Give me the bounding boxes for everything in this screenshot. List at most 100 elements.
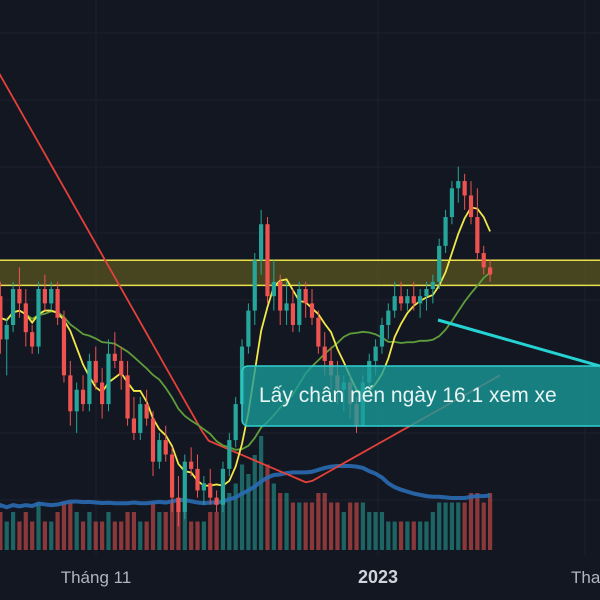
candle	[456, 166, 461, 203]
volume-bar	[68, 502, 73, 550]
volume-bar	[233, 483, 238, 550]
volume-bar	[214, 512, 219, 550]
candle-body	[163, 440, 168, 455]
volume-bar	[360, 502, 365, 550]
candle-body	[182, 461, 187, 513]
candle	[10, 281, 16, 333]
volume-bar	[119, 521, 124, 550]
candle	[182, 454, 187, 520]
candle-body	[418, 296, 423, 304]
candle	[271, 260, 276, 311]
volume-bar	[405, 521, 410, 550]
candle	[309, 289, 315, 325]
volume-bar	[278, 493, 283, 550]
candle-body	[157, 440, 162, 462]
volume-bar	[481, 502, 486, 550]
candle-body	[475, 217, 480, 254]
volume-bar	[220, 502, 226, 550]
candle-body	[125, 375, 130, 419]
candle-body	[49, 289, 54, 304]
candle-body	[297, 289, 302, 325]
candle-body	[481, 253, 486, 268]
candle-body	[30, 332, 35, 347]
candle-body	[169, 454, 175, 498]
candle-body	[119, 360, 124, 376]
ma-mid-line	[0, 271, 491, 451]
x-tick-label-next: Tha	[571, 568, 600, 587]
volume-bar	[169, 502, 175, 550]
candle-body	[36, 289, 41, 347]
volume-bar	[23, 512, 28, 550]
volume-bar	[61, 502, 67, 550]
volume-bar	[106, 512, 111, 550]
candle	[214, 490, 219, 513]
candle	[449, 181, 455, 225]
volume-moving-average	[0, 463, 491, 510]
candle	[220, 461, 226, 513]
candle	[303, 281, 308, 318]
candle-body	[23, 303, 28, 333]
candle-body	[0, 296, 3, 340]
volume-bar	[87, 512, 92, 550]
candle	[106, 339, 111, 412]
volume-bar	[373, 512, 378, 550]
candle-body	[68, 375, 73, 412]
candle	[290, 289, 296, 333]
candle	[386, 303, 391, 340]
volume-bar	[335, 502, 340, 550]
candle-body	[462, 181, 467, 196]
candle-body	[252, 260, 257, 311]
candle	[443, 209, 448, 254]
candle-body	[487, 267, 493, 275]
volume-bar	[322, 493, 327, 550]
candle	[144, 389, 149, 426]
candle-body	[144, 404, 149, 419]
candle	[437, 238, 442, 289]
volume-bar	[379, 512, 385, 550]
volume-bar	[189, 521, 194, 550]
candle	[259, 209, 264, 275]
volume-bar	[112, 521, 117, 550]
volume-bar	[227, 493, 232, 550]
volume-bar	[303, 502, 308, 550]
volume-bar	[208, 512, 213, 550]
candle-body	[430, 281, 435, 289]
candle	[0, 281, 3, 354]
candle-body	[322, 346, 327, 361]
candle-body	[112, 353, 117, 361]
candle-body	[424, 289, 429, 297]
candle	[379, 317, 385, 354]
volume-bar	[284, 493, 289, 550]
volume-bar	[144, 521, 149, 550]
volume-bar	[271, 483, 276, 550]
candle-body	[87, 360, 92, 405]
volume-bar	[36, 502, 41, 550]
support-zone	[0, 259, 600, 287]
volume-bar	[411, 521, 416, 550]
annotation-box[interactable]	[241, 365, 600, 427]
volume-bar	[386, 521, 391, 550]
candle	[93, 346, 98, 390]
candle	[411, 281, 416, 311]
volume-bar	[17, 521, 22, 550]
volume-bar	[195, 521, 200, 550]
candle	[201, 476, 206, 505]
volume-bar	[80, 521, 86, 550]
volume-bar	[468, 493, 474, 550]
candle	[208, 468, 213, 505]
annotation: Lấy chân nến ngày 16.1 xem xe	[241, 318, 600, 427]
candle	[227, 432, 232, 477]
candle-body	[386, 310, 391, 325]
candle	[163, 425, 168, 462]
candle	[284, 281, 289, 325]
candle-body	[10, 289, 16, 325]
volume-bar	[246, 474, 251, 550]
candle	[68, 360, 73, 426]
candle-body	[220, 468, 226, 505]
volume-bar	[341, 512, 346, 550]
candle	[278, 274, 283, 325]
volume-bar	[418, 521, 423, 550]
candle-body	[195, 468, 200, 491]
zone-fill	[0, 260, 600, 286]
x-tick-label-2023: 2023	[358, 567, 398, 587]
